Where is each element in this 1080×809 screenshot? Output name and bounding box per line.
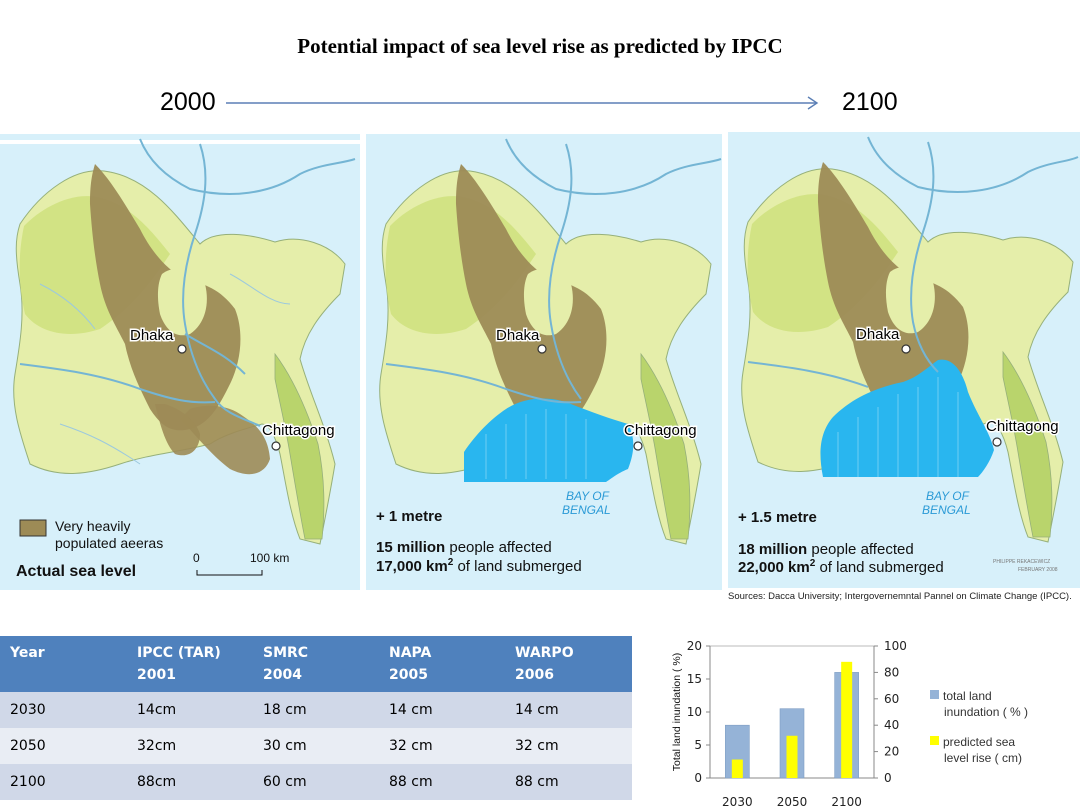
- timeline-arrow: [226, 96, 819, 110]
- y-tick-label: 15: [687, 672, 702, 686]
- rise-label: + 1 metre: [376, 508, 442, 525]
- bay-label-1: BAY OF: [926, 489, 970, 503]
- sea-level-table: Year IPCC (TAR) 2001 SMRC 2004 NAPA 2005 WA…: [0, 636, 632, 800]
- scale-zero: 0: [193, 551, 200, 565]
- legend-label-populated-2: populated aeeras: [55, 535, 163, 551]
- y-axis-label: Total land inundation ( %): [671, 653, 683, 772]
- scenario-label: Actual sea level: [16, 563, 136, 580]
- bar-sea-level-rise: [841, 661, 853, 778]
- table-cell: 32cm: [127, 728, 253, 764]
- city-label-chittagong: Chittagong: [262, 422, 335, 439]
- x-tick-label: 2100: [831, 795, 862, 809]
- table-cell: 2030: [0, 692, 127, 728]
- city-label-dhaka: Dhaka: [856, 326, 900, 343]
- land-submerged-text: 17,000 km2 of land submerged: [376, 557, 582, 575]
- chart-legend-item-sea: predicted sea level rise ( cm): [930, 734, 1022, 766]
- table-header-cell: IPCC (TAR) 2001: [127, 636, 253, 692]
- table-row: 2100 88cm 60 cm 88 cm 88 cm: [0, 764, 632, 800]
- table-cell: 2050: [0, 728, 127, 764]
- table-row: 2030 14cm 18 cm 14 cm 14 cm: [0, 692, 632, 728]
- scale-bar: [196, 570, 263, 576]
- legend-swatch-populated: [19, 519, 47, 537]
- sources-note: Sources: Dacca University; Intergovernem…: [728, 591, 1072, 602]
- legend-label: total land: [943, 689, 992, 703]
- table-cell: 88 cm: [505, 764, 632, 800]
- credit-author: PHILIPPE REKACEWICZ: [993, 559, 1050, 565]
- table-cell: 32 cm: [505, 728, 632, 764]
- timeline-start-year: 2000: [160, 88, 216, 116]
- people-affected-text: 15 million people affected: [376, 539, 552, 556]
- table-cell: 30 cm: [253, 728, 379, 764]
- y-tick-label: 0: [694, 771, 702, 785]
- legend-label: inundation ( % ): [944, 705, 1029, 719]
- table-cell: 88 cm: [379, 764, 505, 800]
- y2-tick-label: 80: [884, 665, 899, 679]
- legend-swatch-land: [930, 690, 939, 699]
- table-cell: 14cm: [127, 692, 253, 728]
- y2-tick-label: 20: [884, 745, 899, 759]
- table-header-cell: Year: [0, 636, 127, 692]
- chart-legend-item-land: total land inundation ( % ): [930, 688, 1028, 720]
- land-submerged-text: 22,000 km2 of land submerged: [738, 558, 944, 576]
- table-cell: 18 cm: [253, 692, 379, 728]
- y2-tick-label: 60: [884, 692, 899, 706]
- map-actual-sea-level: Dhaka Chittagong Very heavily populated …: [0, 134, 360, 590]
- bay-label-1: BAY OF: [566, 489, 610, 503]
- city-label-chittagong: Chittagong: [624, 422, 697, 439]
- legend-swatch-sea: [930, 736, 939, 745]
- people-affected-text: 18 million people affected: [738, 541, 914, 558]
- table-header-cell: SMRC 2004: [253, 636, 379, 692]
- scale-label: 100 km: [250, 551, 289, 565]
- table-header-cell: NAPA 2005: [379, 636, 505, 692]
- table-cell: 60 cm: [253, 764, 379, 800]
- bay-label-2: BENGAL: [922, 503, 971, 517]
- timeline-end-year: 2100: [842, 88, 898, 116]
- table-cell: 2100: [0, 764, 127, 800]
- legend-label: level rise ( cm): [944, 751, 1023, 765]
- x-tick-label: 2030: [722, 795, 753, 809]
- table-cell: 14 cm: [379, 692, 505, 728]
- bar-sea-level-rise: [731, 759, 743, 778]
- city-label-chittagong: Chittagong: [986, 418, 1059, 435]
- legend-label: predicted sea: [943, 735, 1016, 749]
- city-label-dhaka: Dhaka: [496, 327, 540, 344]
- table-cell: 32 cm: [379, 728, 505, 764]
- x-tick-label: 2050: [777, 795, 808, 809]
- page-title: Potential impact of sea level rise as pr…: [297, 34, 783, 58]
- table-row: 2050 32cm 30 cm 32 cm 32 cm: [0, 728, 632, 764]
- rise-label: + 1.5 metre: [738, 509, 817, 526]
- y2-tick-label: 100: [884, 639, 907, 653]
- y2-tick-label: 40: [884, 718, 899, 732]
- y-tick-label: 5: [694, 738, 702, 752]
- table-header-row: Year IPCC (TAR) 2001 SMRC 2004 NAPA 2005 WA…: [0, 636, 632, 692]
- y-tick-label: 20: [687, 639, 702, 653]
- table-header-cell: WARPO 2006: [505, 636, 632, 692]
- y-tick-label: 10: [687, 705, 702, 719]
- bar-sea-level-rise: [786, 735, 798, 778]
- bay-label-2: BENGAL: [562, 503, 611, 517]
- table-cell: 14 cm: [505, 692, 632, 728]
- inundation-chart: 0 5 10 15 20 0 20 40 60 80 100 Total land inundatio…: [671, 639, 907, 809]
- y2-tick-label: 0: [884, 771, 892, 785]
- city-label-dhaka: Dhaka: [130, 327, 174, 344]
- table-cell: 88cm: [127, 764, 253, 800]
- map-one-and-half-metre-rise: Dhaka Chittagong BAY OF BENGAL + 1.5 met…: [728, 132, 1080, 588]
- credit-date: FEBRUARY 2008: [1018, 567, 1058, 573]
- map-one-metre-rise: Dhaka Chittagong BAY OF BENGAL + 1 metre…: [366, 134, 722, 590]
- legend-label-populated-1: Very heavily: [55, 518, 130, 534]
